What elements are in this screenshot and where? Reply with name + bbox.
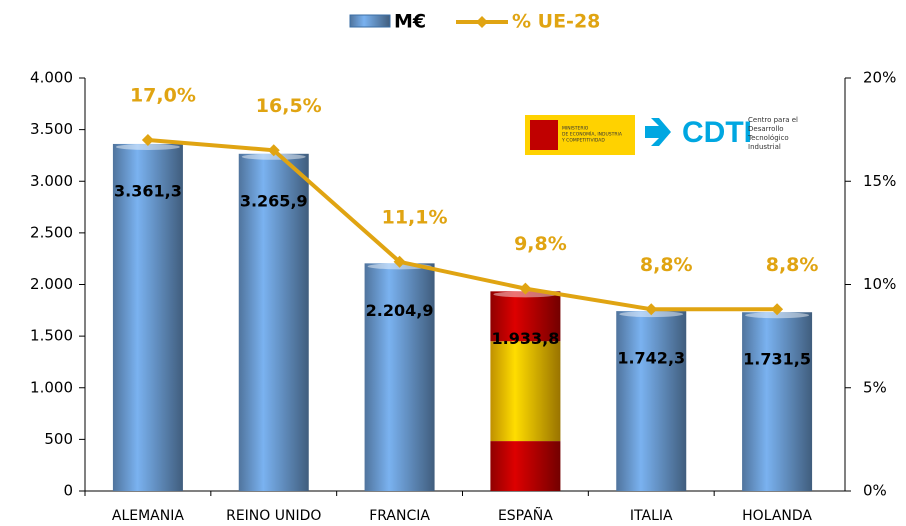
legend-swatch bbox=[349, 14, 391, 28]
bar-cap bbox=[241, 153, 306, 160]
bar bbox=[364, 263, 435, 491]
x-tick-label: ESPAÑA bbox=[498, 507, 553, 524]
logo-text: DE ECONOMÍA, INDUSTRIA bbox=[562, 131, 623, 138]
point bbox=[393, 255, 406, 268]
value-label: 2.204,9 bbox=[366, 301, 434, 320]
logo-cdti: CDTI bbox=[682, 116, 752, 149]
logo-text: MINISTERIO bbox=[562, 126, 589, 132]
y-tick-label: 3.500 bbox=[30, 120, 73, 138]
bar-cap bbox=[115, 143, 180, 150]
point bbox=[645, 303, 658, 316]
bar-stripe bbox=[490, 341, 561, 442]
logo-text: Desarrollo bbox=[748, 125, 784, 133]
y2-tick-label: 0% bbox=[863, 482, 887, 500]
point bbox=[519, 282, 532, 295]
legend-marker bbox=[476, 16, 488, 28]
logo-arrow bbox=[645, 118, 671, 146]
logo-crest bbox=[530, 120, 558, 150]
y-tick-label: 0 bbox=[63, 482, 73, 500]
value-label: 8,8% bbox=[766, 254, 819, 276]
y-tick-label: 2.000 bbox=[30, 275, 73, 293]
value-label: 17,0% bbox=[130, 84, 196, 106]
logo-text: Centro para el bbox=[748, 116, 798, 124]
bar bbox=[616, 311, 687, 491]
value-label: 11,1% bbox=[382, 206, 448, 228]
line bbox=[147, 137, 778, 312]
x-tick-label: ITALIA bbox=[630, 508, 673, 524]
logo-text: Industrial bbox=[748, 143, 781, 151]
y-tick-label: 1.500 bbox=[30, 327, 73, 345]
value-label: 3.361,3 bbox=[114, 181, 182, 200]
value-label: 1.933,8 bbox=[492, 329, 560, 348]
logo-text: Tecnológico bbox=[747, 134, 789, 142]
point bbox=[771, 303, 784, 316]
value-label: 16,5% bbox=[256, 95, 322, 117]
logo: MINISTERIO DE ECONOMÍA, INDUSTRIA Y COMP… bbox=[525, 115, 798, 155]
y-tick-label: 2.500 bbox=[30, 223, 73, 241]
value-label: 3.265,9 bbox=[240, 191, 308, 210]
value-label: 8,8% bbox=[640, 254, 693, 276]
y-tick-label: 3.000 bbox=[30, 172, 73, 190]
point bbox=[141, 133, 154, 146]
legend-label: M€ bbox=[394, 11, 426, 33]
y2-tick-label: 5% bbox=[863, 378, 887, 396]
logo-text: Y COMPETITIVIDAD bbox=[561, 138, 605, 144]
y-tick-label: 500 bbox=[44, 430, 73, 448]
bar-stripe bbox=[490, 291, 561, 342]
y2-tick-label: 15% bbox=[863, 172, 896, 190]
value-label: 1.731,5 bbox=[743, 350, 811, 369]
x-tick-label: REINO UNIDO bbox=[226, 508, 321, 524]
value-label: 9,8% bbox=[514, 233, 567, 255]
x-tick-label: ALEMANIA bbox=[112, 508, 184, 524]
bar bbox=[112, 143, 183, 491]
bar bbox=[490, 291, 561, 491]
y-tick-label: 1.000 bbox=[30, 378, 73, 396]
point bbox=[267, 144, 280, 157]
y2-tick-label: 20% bbox=[863, 69, 896, 87]
bar-stripe bbox=[490, 441, 561, 491]
x-tick-label: HOLANDA bbox=[742, 508, 812, 524]
y-tick-label: 4.000 bbox=[30, 69, 73, 87]
y2-tick-label: 10% bbox=[863, 275, 896, 293]
x-tick-label: FRANCIA bbox=[369, 508, 430, 524]
legend-label: % UE-28 bbox=[512, 11, 600, 33]
bar bbox=[742, 312, 813, 491]
value-label: 1.742,3 bbox=[617, 349, 685, 368]
bar bbox=[238, 153, 309, 491]
